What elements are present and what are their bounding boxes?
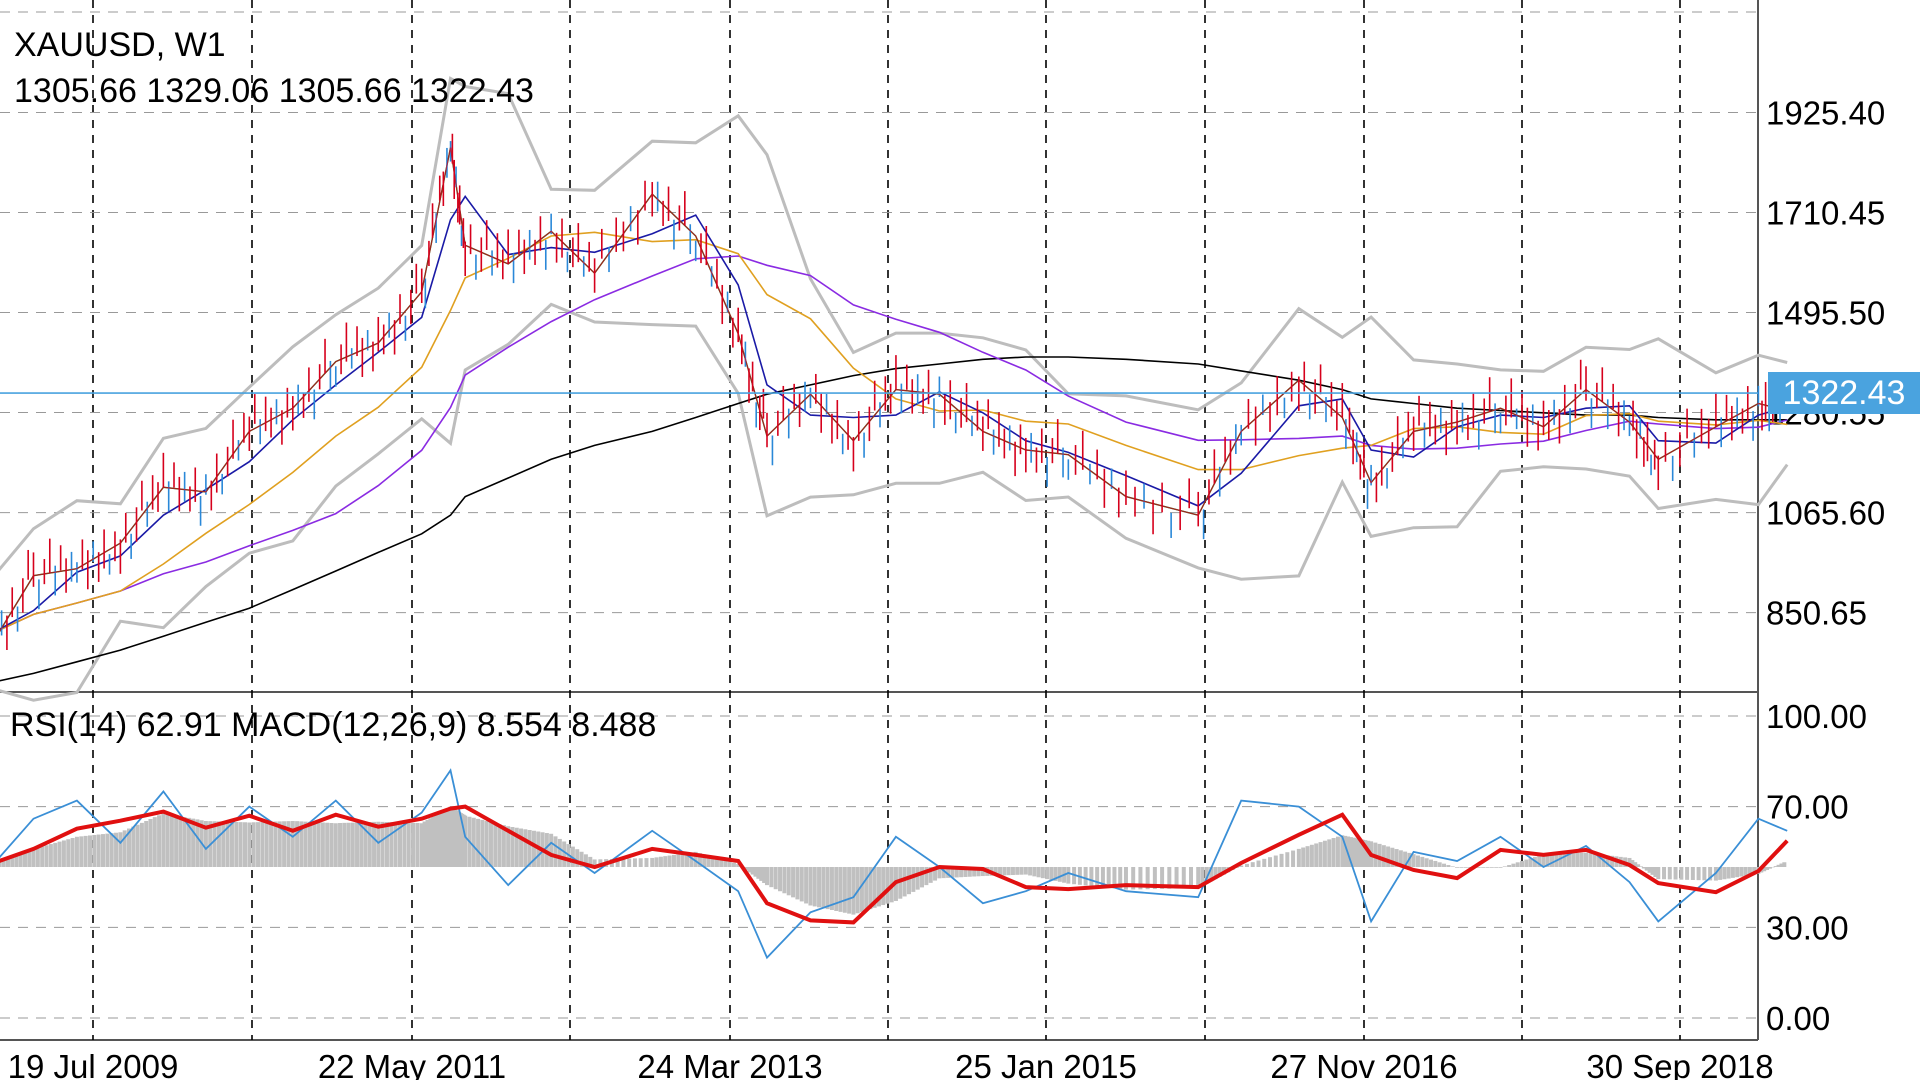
sma-50-line (0, 231, 1788, 631)
rsi-tick-label: 100.00 (1766, 698, 1867, 735)
sma-100-line (0, 255, 1788, 631)
ohlc-values: 1305.66 1329.06 1305.66 1322.43 (14, 72, 534, 110)
price-tick-label: 1925.40 (1766, 95, 1885, 132)
bollinger-upper-line (0, 76, 1788, 571)
current-price-badge: 1322.43 (1768, 372, 1920, 415)
symbol-timeframe-label: XAUUSD, W1 (14, 26, 226, 64)
rsi-tick-label: 30.00 (1766, 909, 1849, 946)
rsi-line (0, 768, 1788, 960)
macd-signal-line (0, 804, 1789, 925)
price-tick-label: 1065.60 (1766, 495, 1885, 532)
time-tick-label: 22 May 2011 (318, 1048, 506, 1080)
rsi-tick-label: 0.00 (1766, 1000, 1830, 1037)
price-tick-label: 1710.45 (1766, 195, 1885, 232)
price-close-line (0, 147, 1788, 632)
indicator-header: RSI(14) 62.91 MACD(12,26,9) 8.554 8.488 (10, 706, 657, 744)
price-tick-label: 1495.50 (1766, 295, 1885, 332)
bollinger-lower-line (0, 302, 1789, 702)
time-tick-label: 19 Jul 2009 (8, 1048, 179, 1080)
rsi-tick-label: 70.00 (1766, 789, 1849, 826)
time-tick-label: 24 Mar 2013 (637, 1048, 822, 1080)
price-tick-label: 850.65 (1766, 595, 1867, 632)
time-tick-label: 25 Jan 2015 (955, 1048, 1137, 1080)
sma-200-line (0, 356, 1788, 682)
sma-20-line (0, 194, 1788, 630)
time-tick-label: 30 Sep 2018 (1586, 1048, 1773, 1080)
time-tick-label: 27 Nov 2016 (1270, 1048, 1457, 1080)
